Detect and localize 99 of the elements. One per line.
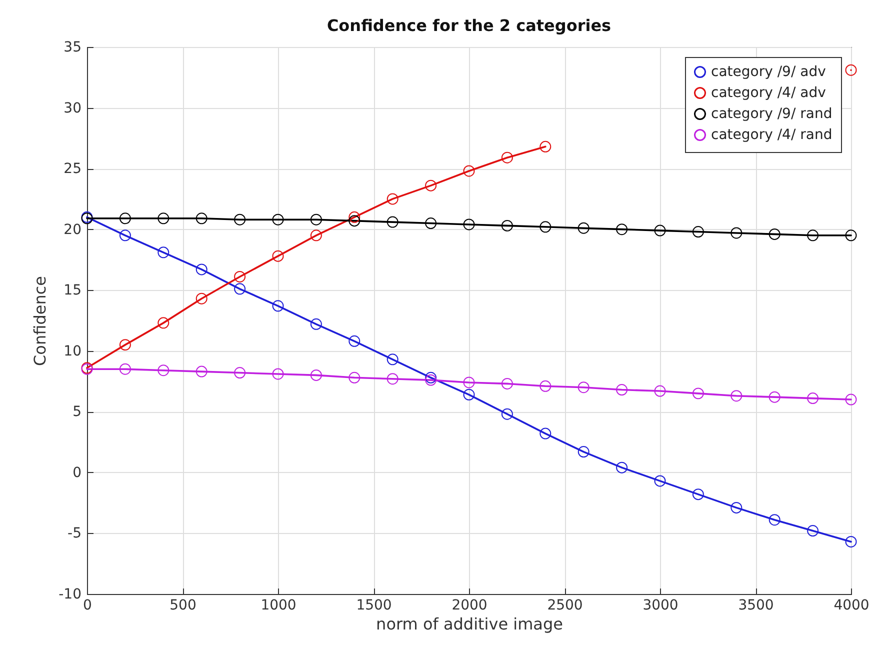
point [196,264,208,276]
point [119,230,131,242]
point [578,382,590,394]
point [196,366,208,378]
point [463,218,475,230]
legend-label: category /9/ adv [711,64,826,80]
y-tick-label: 35 [64,40,82,56]
point [768,391,780,403]
x-tick-label: 2000 [452,598,488,614]
point [119,339,131,351]
x-tick-label: 1000 [260,598,296,614]
x-tick-label: 4000 [834,598,870,614]
point [348,335,360,347]
x-tick-label: 3000 [642,598,678,614]
point [425,372,437,384]
point [730,502,742,514]
legend-label: category /4/ rand [711,127,832,143]
y-tick-label: 15 [64,282,82,299]
point [158,317,170,329]
point [425,374,437,386]
point [386,354,398,366]
point [501,220,513,232]
x-tick-label: 1500 [356,598,392,614]
point [768,228,780,240]
point [501,378,513,390]
point [654,224,666,236]
point [730,227,742,239]
y-tick-label: 10 [64,343,82,360]
point [616,224,628,236]
point [348,215,360,227]
point [310,214,322,226]
point [501,408,513,420]
point [578,222,590,234]
point [463,165,475,177]
point [310,318,322,330]
y-tick-label: 30 [64,100,82,116]
point [348,372,360,384]
point [463,388,475,400]
point [425,180,437,192]
legend-label: category /9/ rand [711,106,832,122]
y-tick-label: 5 [72,404,82,420]
x-tick-label: 0 [83,598,92,614]
point [692,226,704,238]
point [616,384,628,396]
y-tick-label: 20 [64,222,82,238]
point [234,271,246,282]
point [386,193,398,205]
point [692,488,704,500]
point [158,364,170,376]
point [119,363,131,375]
point [425,218,437,229]
point [386,216,398,228]
point [348,211,360,223]
point [845,536,857,548]
point [578,446,590,458]
y-tick-label: 25 [64,161,82,178]
x-tick-label: 3500 [738,598,774,614]
point [119,212,131,224]
point [234,214,246,226]
chart-title: Confidence for the 2 categories [326,16,612,35]
point [730,390,742,402]
point [845,230,857,242]
point [158,246,170,258]
point [807,392,819,404]
y-tick-label: -5 [68,526,82,542]
point [158,212,170,224]
y-tick-label: 0 [72,464,82,481]
point [272,250,284,262]
point [463,376,475,388]
point [540,140,552,152]
y-tick-label: -10 [58,586,82,602]
point [654,385,666,397]
point [501,152,513,164]
point [845,394,857,406]
x-axis-title: norm of additive image [376,614,563,634]
point [272,300,284,312]
point [196,292,208,304]
point [654,475,666,487]
point [540,380,552,392]
point [845,64,857,76]
point [234,283,246,295]
point [310,369,322,381]
point [807,525,819,537]
point [234,367,246,379]
point [272,214,284,226]
y-axis-title: Confidence [30,276,50,366]
x-tick-label: 2500 [547,598,583,614]
point [692,388,704,400]
point [272,368,284,380]
point [386,373,398,385]
point [807,230,819,242]
point [768,514,780,526]
point [540,428,552,440]
legend-label: category /4/ adv [711,85,826,101]
point [616,462,628,474]
x-tick-label: 500 [170,598,196,614]
point [310,230,322,242]
point [540,221,552,233]
point [196,212,208,224]
